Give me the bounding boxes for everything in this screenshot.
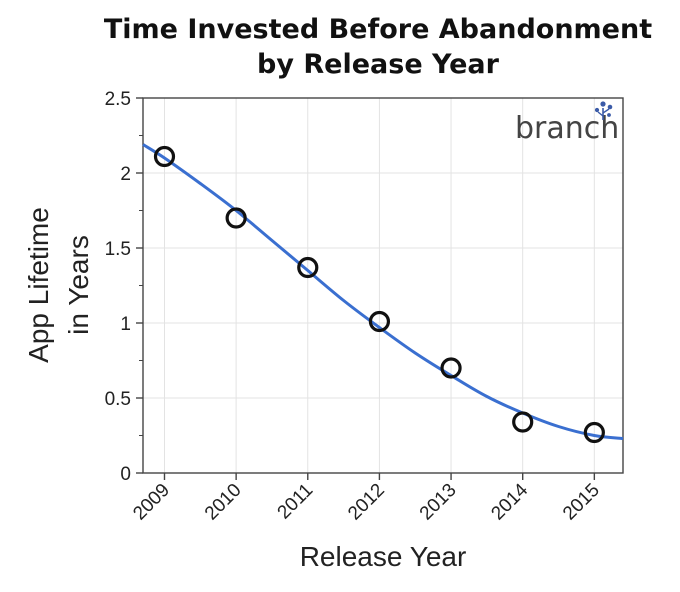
ticks: 0 0.5 1 1.5 2 2.5 2009 2010 2011 2012 2013 2014 2015 — [105, 89, 604, 524]
logo-leaf — [607, 113, 611, 117]
chart-title-line1: Time Invested Before Abandonment — [103, 14, 653, 45]
y-tick-label: 2 — [120, 164, 131, 185]
y-axis-title-line2: in Years — [63, 235, 94, 335]
y-tick-label: 1.5 — [105, 239, 131, 260]
plot-frame — [142, 97, 624, 474]
grid — [143, 97, 623, 474]
x-tick-label: 2009 — [129, 480, 174, 525]
y-tick-label: 0 — [120, 464, 131, 485]
x-tick-label: 2013 — [416, 480, 461, 525]
x-tick-label: 2012 — [344, 480, 389, 525]
branch-logo-tree-icon — [594, 101, 613, 120]
data-point — [440, 357, 462, 379]
logo-branch — [602, 108, 610, 114]
x-tick-label: 2014 — [487, 479, 532, 524]
data-point — [153, 145, 176, 168]
branch-logo-text: branch — [515, 111, 619, 146]
x-axis-title: Release Year — [300, 541, 467, 572]
y-tick-label: 0.5 — [105, 389, 131, 410]
fit-line — [142, 143, 624, 440]
data-point — [512, 411, 534, 433]
branch-logo: branch — [515, 101, 619, 146]
data-point — [225, 207, 247, 229]
data-point — [583, 421, 605, 444]
data-point — [297, 256, 319, 279]
y-tick-label: 1 — [120, 314, 131, 335]
logo-leaf — [607, 104, 613, 110]
chart-title-line2: by Release Year — [257, 49, 499, 80]
y-axis-title: App Lifetime in Years — [23, 207, 94, 363]
logo-leaf — [594, 107, 600, 113]
x-tick-label: 2011 — [274, 480, 318, 524]
x-tick-label: 2015 — [559, 480, 604, 525]
x-tick-label: 2010 — [201, 480, 246, 525]
data-point — [368, 310, 391, 333]
logo-branch — [597, 111, 604, 117]
y-tick-label: 2.5 — [105, 89, 131, 110]
logo-leaf — [600, 101, 606, 107]
data-points — [153, 145, 605, 444]
chart-title: Time Invested Before Abandonment by Rele… — [0, 12, 680, 82]
y-axis-title-line1: App Lifetime — [23, 207, 54, 363]
